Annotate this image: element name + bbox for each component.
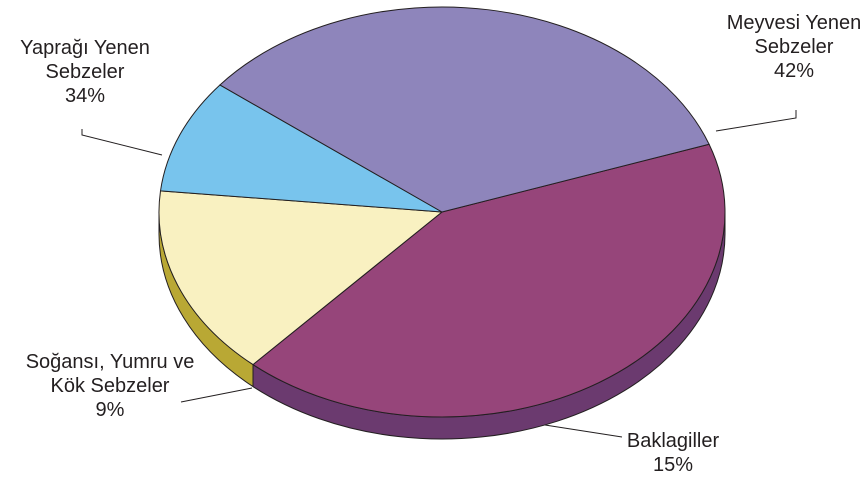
slice-label-line: Sebzeler	[46, 61, 125, 83]
slice-label-sogansi-yumru-ve-kok-sebzeler: Soğansı, Yumru ve Kök Sebzeler 9%	[26, 351, 195, 421]
slice-label-line: Soğansı, Yumru ve	[26, 351, 195, 373]
slice-label-line: Sebzeler	[755, 36, 834, 58]
slice-label-yapragi-yenen-sebzeler: Yaprağı Yenen Sebzeler 34%	[20, 37, 150, 107]
slice-label-meyvesi-yenen-sebzeler: Meyvesi Yenen Sebzeler 42%	[727, 12, 862, 82]
slice-value-label: 9%	[96, 399, 125, 421]
slice-labels: Meyvesi Yenen Sebzeler 42%Baklagiller 15%So…	[20, 12, 861, 476]
slice-label-baklagiller: Baklagiller 15%	[627, 430, 720, 476]
slice-value-label: 42%	[774, 60, 814, 82]
slice-label-line: Meyvesi Yenen	[727, 12, 862, 34]
pie-slice-yapragi-yenen-sebzeler	[219, 6, 710, 213]
slice-label-line: Kök Sebzeler	[51, 375, 170, 397]
leader-line-sogansi-yumru-ve-kok-sebzeler	[180, 387, 253, 403]
leader-line-yapragi-yenen-sebzeler	[81, 129, 163, 156]
leader-lines	[81, 110, 797, 438]
pie-slice-baklagiller	[158, 190, 444, 366]
pie-slice-sogansi-yumru-ve-kok-sebzeler	[159, 84, 443, 213]
pie-slice-meyvesi-yenen-sebzeler	[252, 143, 726, 418]
slice-value-label: 34%	[65, 85, 105, 107]
leader-line-meyvesi-yenen-sebzeler	[715, 110, 797, 132]
slice-value-label: 15%	[653, 454, 693, 476]
leader-line-baklagiller	[544, 424, 623, 438]
slice-label-line: Yaprağı Yenen	[20, 37, 150, 59]
slice-label-line: Baklagiller	[627, 430, 720, 452]
pie-slices	[158, 6, 726, 418]
